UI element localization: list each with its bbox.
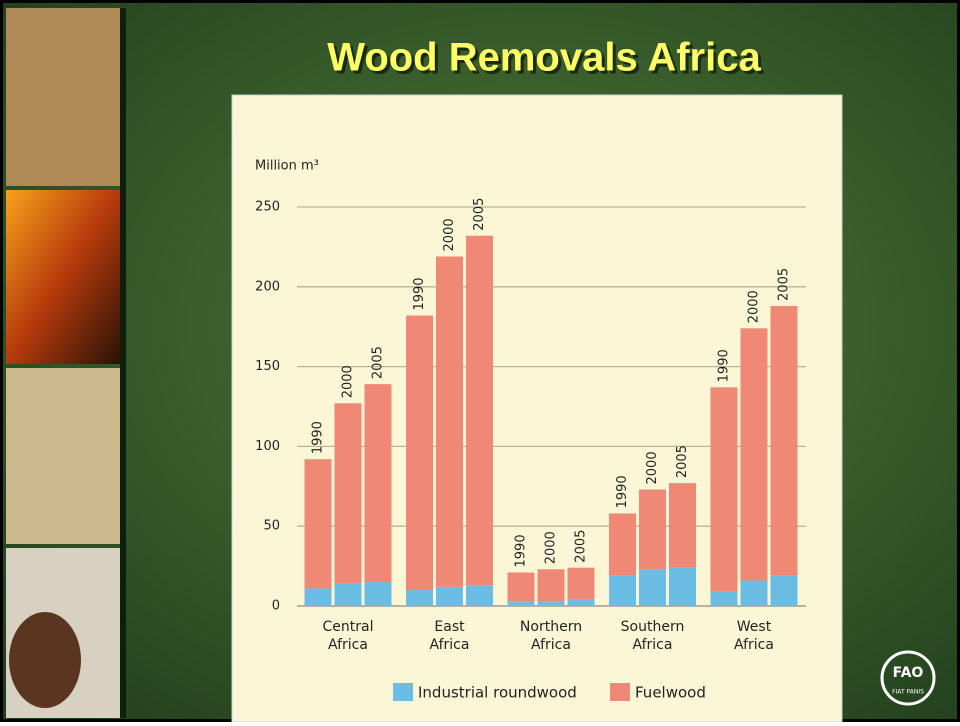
year-label: 2000 [544, 531, 559, 564]
bar-segment [406, 316, 433, 591]
bar-segment [609, 576, 636, 606]
legend-label: Industrial roundwood [418, 684, 577, 702]
y-tick-label: 50 [263, 519, 280, 534]
slide-title: Wood Removals Africa [327, 36, 761, 80]
bar-segment [538, 601, 565, 606]
year-label: 2000 [747, 290, 762, 323]
year-label: 2000 [442, 218, 457, 251]
legend-swatch [393, 683, 413, 701]
year-label: 2005 [574, 530, 589, 563]
bar-segment [436, 256, 463, 586]
legend-label: Fuelwood [635, 684, 706, 702]
y-tick-label: 250 [255, 200, 280, 215]
bar-segment [568, 568, 595, 600]
slide: Wood Removals Africa Wood Removals Afric… [0, 0, 960, 722]
bar-segment [771, 576, 798, 606]
bar-segment [711, 592, 738, 606]
year-label: 2000 [341, 365, 356, 398]
logo-motto: FIAT PANIS [892, 689, 924, 696]
year-label: 1990 [514, 534, 529, 567]
bar-segment [538, 569, 565, 601]
photo-strip [6, 8, 126, 718]
bar-segment [669, 568, 696, 606]
y-tick-label: 100 [255, 439, 280, 454]
bar-segment [639, 489, 666, 569]
bar-segment [568, 600, 595, 606]
bar-segment [436, 587, 463, 606]
y-tick-label: 200 [255, 279, 280, 294]
year-label: 2005 [675, 445, 690, 478]
y-tick-label: 0 [272, 599, 280, 614]
bar-segment [741, 580, 768, 606]
year-label: 1990 [412, 277, 427, 310]
bar-segment [466, 585, 493, 606]
y-tick-label: 150 [255, 359, 280, 374]
logo-text: FAO [893, 665, 924, 681]
year-label: 2005 [472, 198, 487, 231]
year-label: 1990 [615, 475, 630, 508]
y-axis-label: Million m³ [255, 159, 319, 174]
bar-segment [305, 588, 332, 606]
year-label: 2005 [371, 346, 386, 379]
bar-segment [508, 601, 535, 606]
year-label: 1990 [311, 421, 326, 454]
bar-segment [466, 236, 493, 586]
bar-segment [406, 590, 433, 606]
bar-segment [609, 513, 636, 575]
bar-segment [639, 569, 666, 606]
bar-segment [365, 384, 392, 582]
bar-segment [508, 572, 535, 601]
bar-segment [741, 328, 768, 580]
bar-segment [711, 387, 738, 591]
bar-segment [335, 403, 362, 583]
bar-segment [335, 584, 362, 606]
legend-swatch [610, 683, 630, 701]
bar-segment [771, 306, 798, 576]
year-label: 1990 [717, 349, 732, 382]
year-label: 2005 [777, 268, 792, 301]
bar-segment [365, 582, 392, 606]
bar-segment [305, 459, 332, 588]
year-label: 2000 [645, 451, 660, 484]
bar-segment [669, 483, 696, 568]
